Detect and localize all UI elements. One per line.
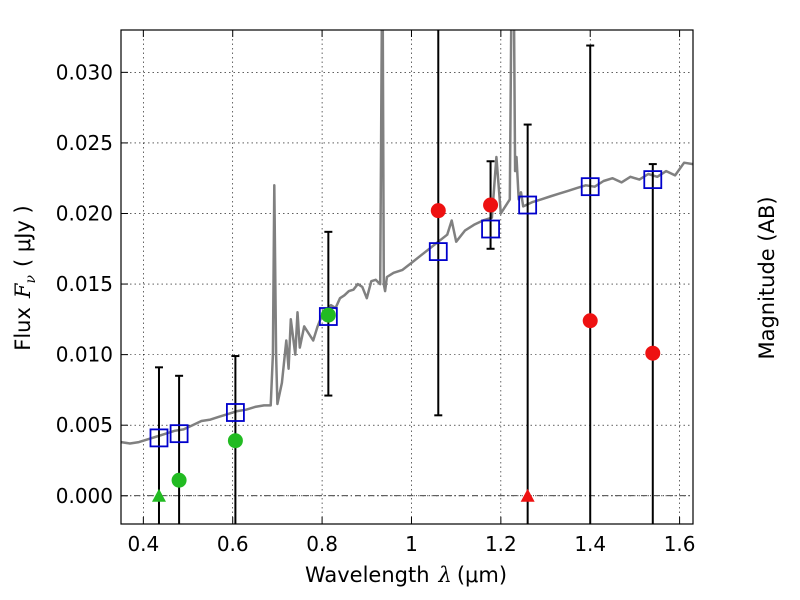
x-tick-label: 0.6: [217, 532, 249, 556]
observed-point: [645, 345, 661, 361]
observed-point: [483, 197, 499, 213]
markers: [149, 170, 663, 502]
observed-point: [582, 313, 598, 329]
y-tick-label: 0.000: [56, 484, 113, 508]
model-photometry-square: [169, 424, 189, 444]
model-photometry-square: [643, 170, 663, 190]
observed-point: [227, 433, 243, 449]
upper-limit-triangle: [151, 488, 166, 502]
y2-axis-title: Magnitude (AB): [755, 196, 779, 359]
x-tick-label: 0.8: [306, 532, 338, 556]
upper-limit-triangle: [520, 488, 535, 502]
y-tick-label: 0.010: [56, 343, 113, 367]
y-tick-label: 0.005: [56, 413, 113, 437]
model-photometry-square: [428, 242, 448, 261]
y-axis-title: FluxFν( μJy ): [11, 205, 39, 350]
model-photometry-square: [149, 428, 169, 448]
observed-point: [430, 203, 446, 219]
y-tick-label: 0.025: [56, 131, 113, 155]
x-axis-title: Wavelength λ (μm): [305, 563, 507, 587]
x-tick-label: 1.4: [574, 532, 606, 556]
spectrum-line: [121, 30, 693, 445]
model-photometry-square: [481, 219, 500, 239]
y-tick-label: 0.015: [56, 272, 113, 296]
observed-point: [320, 307, 336, 323]
ticks: [121, 30, 681, 524]
observed-point: [171, 472, 187, 488]
plot-frame: [120, 29, 694, 525]
y-tick-labels: 0.000 0.005 0.010 0.015 0.020 0.025 0.030: [56, 60, 113, 507]
model-photometry-square: [518, 195, 538, 215]
x-tick-label: 1.2: [485, 532, 517, 556]
x-tick-labels: 0.4 0.6 0.8 1 1.2 1.4 1.6: [127, 532, 695, 556]
x-tick-label: 1.6: [664, 532, 696, 556]
model-photometry-square: [580, 177, 600, 197]
x-tick-label: 1: [405, 532, 418, 556]
y-tick-label: 0.030: [56, 60, 113, 84]
model-photometry-square: [225, 403, 245, 422]
x-tick-label: 0.4: [127, 532, 159, 556]
y-tick-label: 0.020: [56, 201, 113, 225]
